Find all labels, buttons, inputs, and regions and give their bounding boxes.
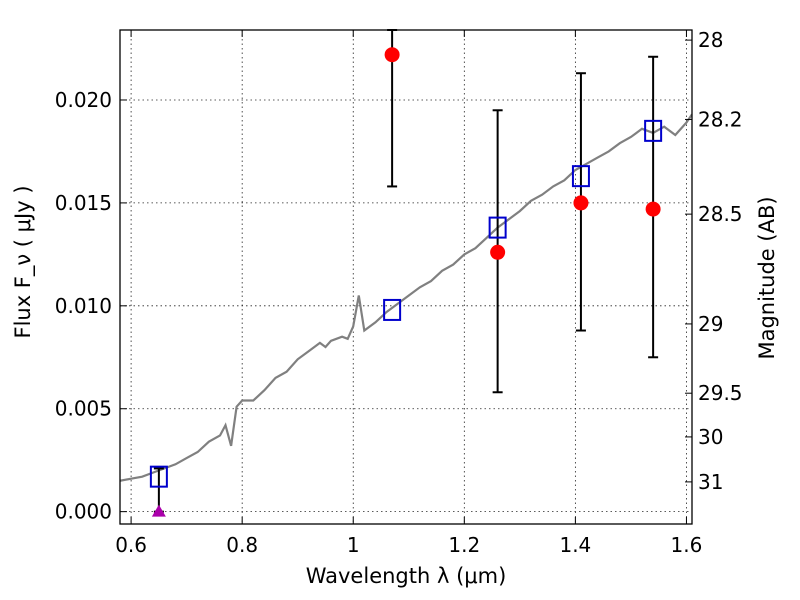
observed-flux-point: [645, 201, 661, 217]
y-tick-label: 0.015: [55, 191, 112, 215]
y2-tick-label: 30: [698, 425, 723, 449]
x-tick-label: 1: [347, 533, 360, 557]
upper-limit-triangle: [151, 504, 166, 517]
grid: [120, 30, 692, 524]
y-tick-label: 0.020: [55, 88, 112, 112]
observed-flux-point: [490, 244, 506, 260]
model-photometry-square: [488, 216, 507, 239]
y2-tick-label: 29: [698, 312, 723, 336]
x-tick-label: 0.8: [226, 533, 258, 557]
x-tick-label: 1.4: [559, 533, 591, 557]
model-photometry-square: [383, 298, 402, 321]
y-tick-label: 0.005: [55, 397, 112, 421]
y2-tick-label: 28: [698, 28, 723, 52]
x-tick-label: 1.6: [671, 533, 703, 557]
y-tick-label: 0.000: [55, 500, 112, 524]
model-photometry-square: [571, 165, 590, 188]
model-photometry-square: [149, 465, 168, 488]
y2-tick-label: 31: [698, 470, 723, 494]
y-tick-label: 0.010: [55, 294, 112, 318]
observed-flux-point: [384, 47, 400, 63]
model-sed-line: [120, 113, 692, 482]
plot-frame: [119, 29, 693, 525]
y2-tick-label: 29.5: [698, 381, 743, 405]
y2-axis-title: Magnitude (AB): [755, 196, 779, 359]
y2-tick-label: 28.2: [698, 107, 743, 131]
x-tick-label: 0.6: [115, 533, 147, 557]
x-axis-title: Wavelength λ (μm): [306, 564, 507, 588]
y-axis-title: Flux F_ν ( μJy ): [11, 185, 36, 338]
y2-tick-label: 28.5: [698, 202, 743, 226]
observed-flux-point: [573, 195, 589, 211]
x-tick-label: 1.2: [448, 533, 480, 557]
model-photometry-square: [644, 119, 663, 142]
series-layer: [120, 29, 692, 517]
ticks: 0.6 0.8 1 1.2 1.4 1.6 0.000 0.005 0.010 0.015 0.02…: [55, 28, 743, 557]
